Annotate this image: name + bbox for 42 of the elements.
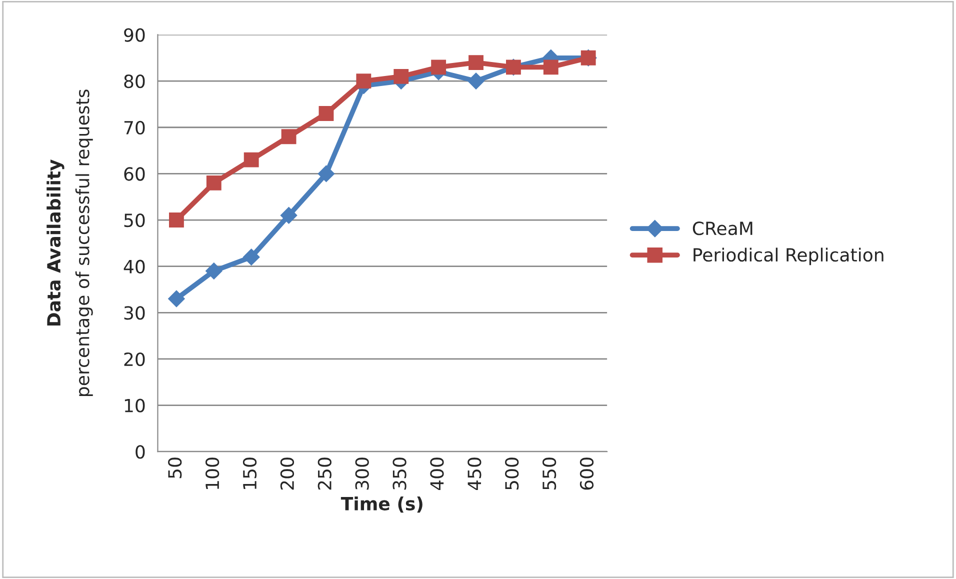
point xyxy=(543,60,558,75)
x-tick-label: 450 xyxy=(468,458,482,490)
x-tick-label: 550 xyxy=(542,458,556,490)
point xyxy=(356,74,372,89)
point xyxy=(206,262,222,280)
y-tick-label: 70 xyxy=(124,120,145,134)
point xyxy=(318,106,334,121)
y-tick-label: 30 xyxy=(124,306,145,320)
point xyxy=(280,207,298,224)
legend-label: Periodical Replication xyxy=(694,248,884,266)
x-tick-label: 300 xyxy=(355,458,369,490)
x-tick-label: 250 xyxy=(318,458,332,490)
x-tick-label: 100 xyxy=(205,458,220,489)
point xyxy=(431,60,446,75)
x-tick-label: 200 xyxy=(280,458,294,490)
y-tick-label: 80 xyxy=(124,74,145,88)
x-axis-title: Time (s) xyxy=(340,496,422,513)
x-tick-label: 500 xyxy=(505,458,519,490)
x-tick-label: 50 xyxy=(168,458,182,478)
y-tick-label: 0 xyxy=(136,445,145,459)
point xyxy=(468,55,484,70)
y-axis-title: Data Availability percentage of successful requests xyxy=(46,90,93,396)
point xyxy=(394,68,409,84)
y-tick-label: 50 xyxy=(124,213,145,228)
point xyxy=(281,129,296,144)
y-tick-label: 20 xyxy=(124,352,145,366)
point xyxy=(318,165,335,182)
point xyxy=(468,72,484,90)
x-tick-label: 350 xyxy=(392,458,406,490)
x-tick-label: 150 xyxy=(242,458,257,489)
point xyxy=(168,212,184,228)
point xyxy=(206,176,222,190)
legend-label: CReaM xyxy=(692,222,752,236)
x-tick-label: 400 xyxy=(430,458,444,490)
point xyxy=(242,248,260,266)
point xyxy=(168,290,185,308)
y-tick-label: 60 xyxy=(124,167,145,181)
x-tick-label: 600 xyxy=(580,458,594,490)
y-tick-label: 40 xyxy=(124,260,145,274)
y-tick-label: 10 xyxy=(124,398,145,412)
point xyxy=(244,152,259,168)
y-tick-label: 90 xyxy=(124,28,145,42)
